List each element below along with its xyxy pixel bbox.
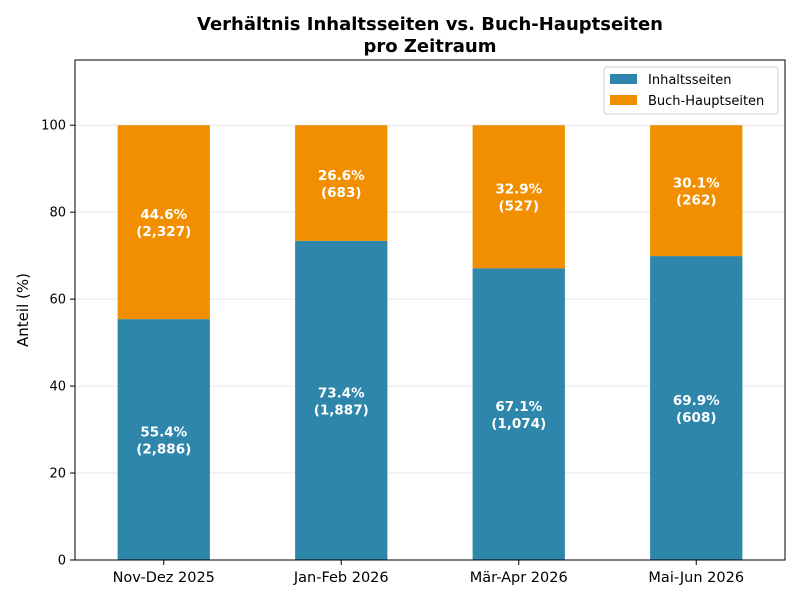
data-labels: 55.4%(2,886) 44.6%(2,327) 73.4%(1,887) 26.6…	[136, 168, 720, 458]
data-label-percent: 44.6%	[140, 207, 187, 223]
bar-segment	[650, 256, 743, 560]
data-label-percent: 26.6%	[318, 168, 365, 184]
data-label-count: (608)	[676, 410, 717, 426]
data-label-count: (1,887)	[314, 402, 369, 418]
legend-swatch	[610, 95, 637, 105]
y-tick-label: 40	[49, 380, 66, 395]
chart-title-line-1: Verhältnis Inhaltsseiten vs. Buch-Haupts…	[197, 14, 663, 35]
data-label-count: (2,327)	[136, 224, 191, 240]
data-label-count: (527)	[498, 199, 539, 215]
chart-title-line-2: pro Zeitraum	[363, 36, 496, 57]
x-tick-label: Mär-Apr 2026	[470, 570, 568, 586]
data-label-percent: 67.1%	[495, 399, 542, 415]
plot-frame	[74, 59, 786, 561]
legend: Inhaltsseiten Buch-Hauptseiten	[603, 66, 779, 115]
y-tick-label: 60	[49, 293, 66, 308]
bar-segment	[650, 125, 743, 257]
axes: Nov-Dez 2025 Jan-Feb 2026 Mär-Apr 2026 Mai-…	[41, 59, 786, 586]
x-tick-label: Mai-Jun 2026	[648, 570, 744, 586]
bars	[117, 125, 743, 560]
y-tick-label: 80	[49, 206, 66, 221]
data-label-count: (262)	[676, 193, 717, 209]
bar-segment	[117, 319, 210, 560]
legend-label: Buch-Hauptseiten	[648, 94, 764, 109]
x-tick-label: Jan-Feb 2026	[293, 570, 389, 586]
legend-label: Inhaltsseiten	[648, 73, 731, 88]
legend-box	[603, 66, 779, 115]
data-label-count: (683)	[321, 185, 362, 201]
y-tick-label: 0	[58, 554, 66, 569]
bar-segment	[295, 240, 388, 560]
x-tick-label: Nov-Dez 2025	[113, 570, 215, 586]
y-axis-label: Anteil (%)	[14, 273, 32, 347]
bar-segment	[472, 268, 565, 560]
data-label-percent: 32.9%	[495, 182, 542, 198]
bar-segment	[117, 125, 210, 320]
bar-segment	[295, 125, 388, 241]
y-tick-label: 100	[41, 119, 66, 134]
data-label-percent: 55.4%	[140, 425, 187, 441]
data-label-percent: 73.4%	[318, 385, 365, 401]
data-label-percent: 69.9%	[673, 393, 720, 409]
y-tick-label: 20	[49, 467, 66, 482]
data-label-count: (1,074)	[491, 416, 546, 432]
legend-swatch	[610, 74, 637, 84]
data-label-count: (2,886)	[136, 442, 191, 458]
data-label-percent: 30.1%	[673, 176, 720, 192]
bar-segment	[472, 125, 565, 269]
